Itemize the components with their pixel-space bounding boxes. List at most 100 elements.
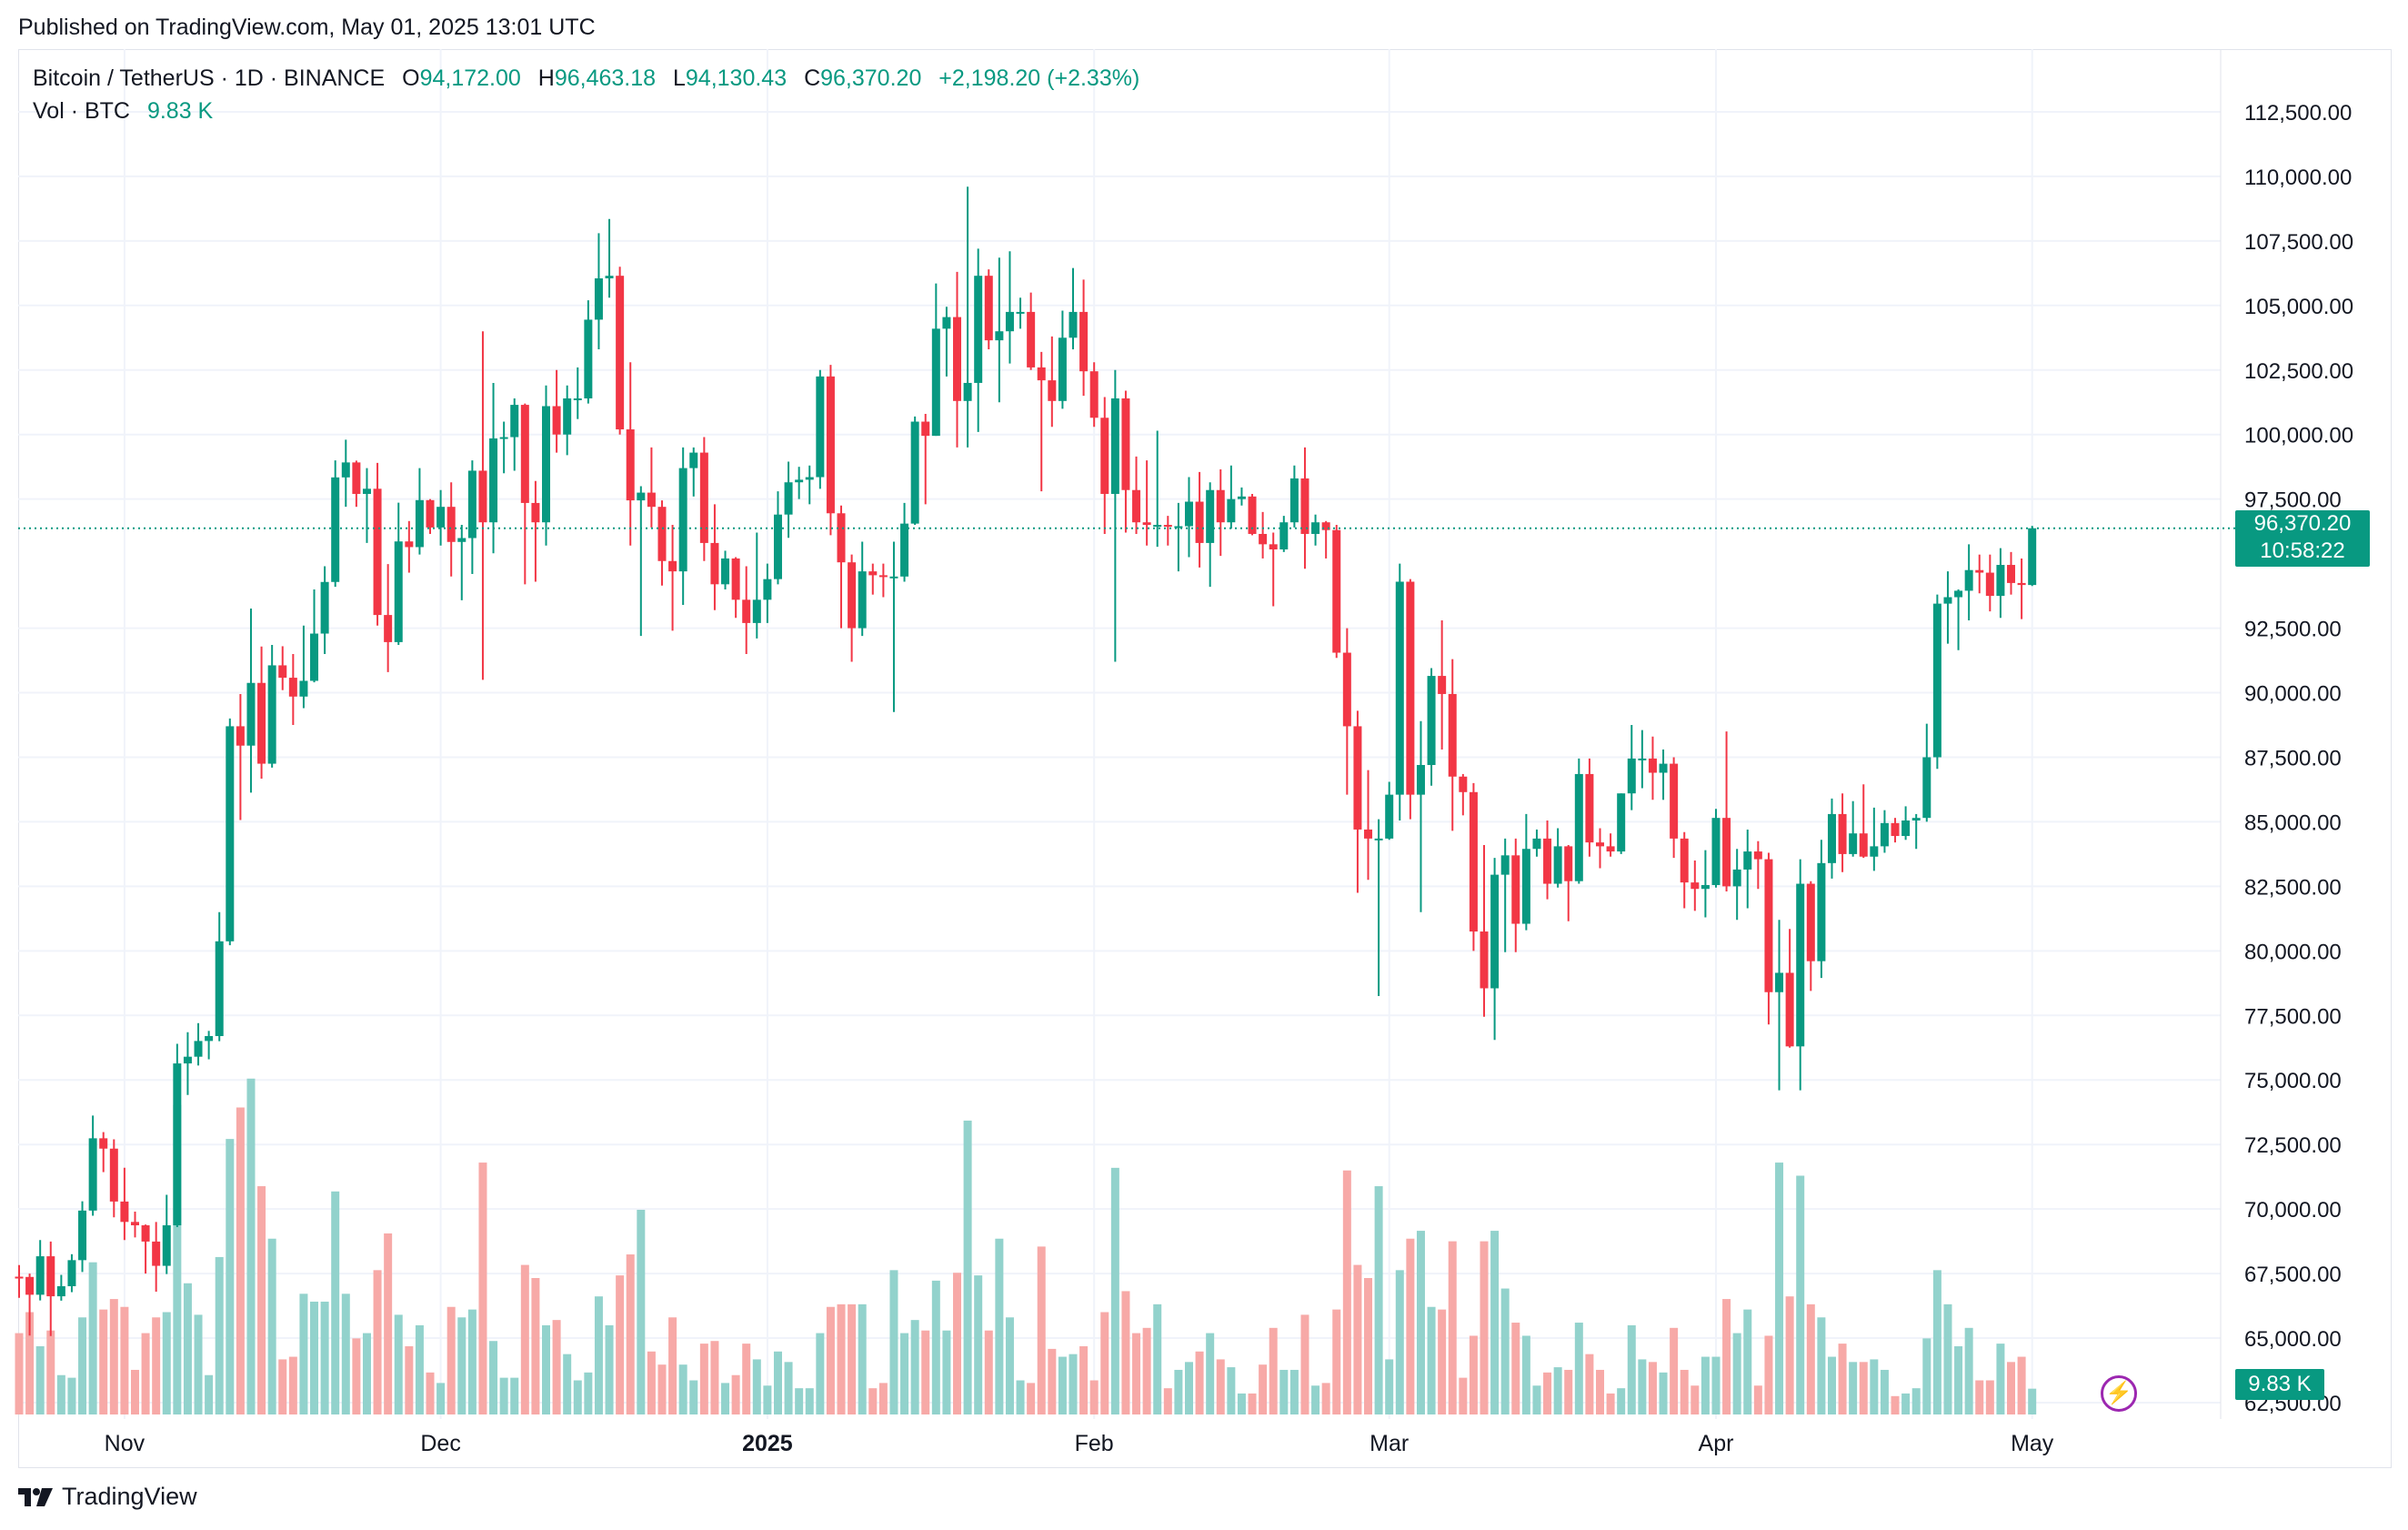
volume-bar [2017, 1356, 2026, 1414]
candle-body [1817, 862, 1826, 961]
volume-bar [763, 1385, 772, 1414]
volume-bar [352, 1338, 361, 1414]
candle-body [384, 615, 393, 642]
volume-bar [1670, 1327, 1679, 1414]
volume-bar [109, 1299, 118, 1414]
candle-body [931, 328, 940, 437]
candle-body [46, 1256, 55, 1297]
volume-bar [299, 1293, 308, 1414]
candle-body [1385, 794, 1394, 839]
volume-bar [1817, 1317, 1826, 1414]
candle-body [1849, 833, 1858, 854]
candle-body [773, 514, 782, 579]
volume-bar [1932, 1270, 1941, 1414]
volume-bar [1153, 1304, 1162, 1414]
candle-body [1827, 813, 1836, 863]
volume-bar [1827, 1356, 1836, 1414]
volume-bar [457, 1317, 467, 1414]
volume-bar [921, 1330, 930, 1414]
volume-bar [837, 1304, 846, 1414]
volume-bar [826, 1306, 835, 1414]
volume-bar [1585, 1354, 1594, 1414]
volume-bar [88, 1262, 97, 1414]
candle-body [752, 599, 761, 623]
y-tick-label: 65,000.00 [2244, 1327, 2342, 1352]
volume-bar [1564, 1369, 1573, 1414]
candle-body [1416, 764, 1425, 795]
candle-body [1121, 398, 1130, 490]
candle-body [858, 571, 867, 629]
legend-high-value: 96,463.18 [554, 65, 657, 91]
volume-bar [78, 1317, 87, 1414]
volume-bar [1469, 1335, 1478, 1414]
candle-body [1100, 418, 1109, 494]
legend-symbol[interactable]: Bitcoin / TetherUS · 1D · BINANCE [33, 65, 386, 91]
candle-body [1374, 838, 1383, 840]
volume-bar [1954, 1346, 1963, 1414]
candle-body [1174, 526, 1183, 528]
volume-bar [1100, 1312, 1109, 1414]
candle-body [1248, 496, 1257, 534]
candle-body [910, 421, 919, 524]
candle-body [15, 1276, 24, 1279]
legend-high-label: H [537, 65, 555, 91]
last-volume-tag: 9.83 K [2235, 1369, 2324, 1400]
volume-bar [99, 1309, 108, 1414]
candle-body [183, 1056, 192, 1064]
candle-body [415, 499, 424, 548]
volume-bar [1806, 1304, 1815, 1414]
volume-bar [1870, 1359, 1879, 1414]
candle-body [1659, 763, 1668, 773]
volume-bar [226, 1139, 235, 1414]
tradingview-logo[interactable]: TradingView [18, 1483, 197, 1511]
published-note: Published on TradingView.com, May 01, 20… [18, 15, 596, 40]
candle-body [1321, 522, 1330, 530]
candle-body [405, 541, 414, 548]
candle-body [1332, 529, 1341, 653]
candle-body [1606, 846, 1615, 852]
candle-body [1627, 758, 1636, 794]
volume-bar [1037, 1246, 1046, 1414]
legend-volume-label[interactable]: Vol · BTC [33, 98, 130, 124]
candle-body [1585, 773, 1594, 843]
candle-body [1617, 793, 1626, 852]
volume-bar [426, 1372, 435, 1414]
candle-body [1469, 791, 1478, 932]
candle-body [1459, 776, 1468, 792]
volume-bar [1753, 1385, 1762, 1414]
candle-body [542, 406, 550, 523]
brand-name: TradingView [62, 1483, 197, 1510]
candle-body [868, 571, 878, 576]
chart-pane[interactable] [18, 49, 2392, 1468]
candle-body [88, 1138, 97, 1211]
legend-volume-value: 9.83 K [146, 98, 214, 124]
volume-bar [152, 1317, 161, 1414]
y-tick-label: 110,000.00 [2244, 166, 2352, 190]
volume-bar [1395, 1270, 1404, 1414]
candle-body [1891, 822, 1900, 837]
volume-bar [1069, 1354, 1078, 1414]
candle-body [921, 421, 930, 437]
candle-body [120, 1201, 129, 1223]
volume-bar [1691, 1385, 1700, 1414]
candle-body [826, 376, 835, 514]
legend-change: +2,198.20 (+2.33%) [938, 65, 1140, 91]
candle-body [995, 331, 1004, 341]
candle-body [1511, 855, 1520, 924]
candle-body [1543, 838, 1552, 884]
volume-bar [995, 1238, 1004, 1414]
candle-body [436, 507, 446, 528]
y-tick-label: 100,000.00 [2244, 424, 2353, 448]
candle-body [689, 452, 698, 468]
volume-bar [647, 1351, 656, 1414]
volume-bar [773, 1351, 782, 1414]
flash-icon[interactable]: ⚡ [2101, 1375, 2137, 1412]
candle-body [573, 398, 582, 400]
volume-bar [236, 1107, 245, 1414]
volume-bar [1195, 1351, 1204, 1414]
tradingview-logo-icon [18, 1487, 53, 1506]
y-tick-label: 87,500.00 [2244, 746, 2342, 770]
volume-bar [257, 1186, 266, 1414]
volume-bar [1016, 1380, 1025, 1414]
